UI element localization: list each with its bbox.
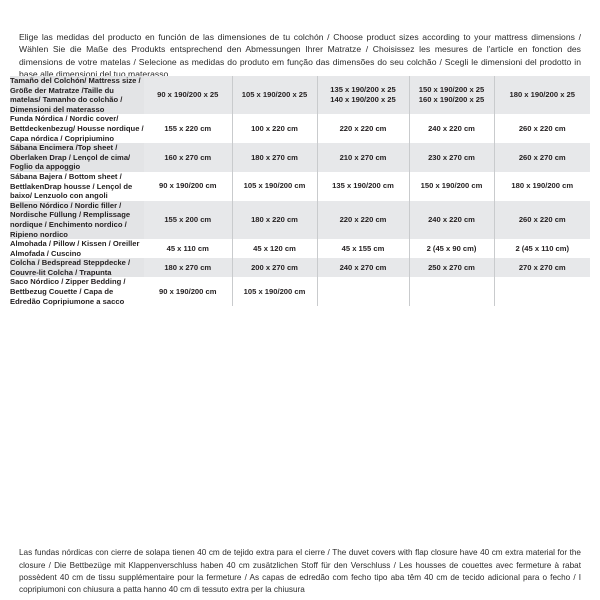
header-value-cell: 90 x 190/200 x 25: [144, 76, 232, 115]
table-body: Tamaño del Colchón/ Mattress size / Größ…: [10, 76, 590, 307]
row-value-cell: 100 x 220 cm: [231, 114, 317, 144]
row-value-cell: 240 x 270 cm: [316, 258, 409, 278]
row-value-cell: 210 x 270 cm: [316, 143, 409, 172]
row-value-cell: 240 x 220 cm: [408, 200, 494, 240]
row-label-cell: Colcha / Bedspread Steppdecke / Couvre-l…: [10, 258, 144, 278]
row-label-cell: Sábana Bajera / Bottom sheet / Bettlaken…: [10, 171, 144, 201]
header-value-line1: 180 x 190/200 x 25: [509, 90, 575, 100]
header-value-line1: 90 x 190/200 x 25: [157, 90, 219, 100]
row-value-cell: 260 x 270 cm: [493, 143, 590, 172]
row-label-cell: Funda Nórdica / Nordic cover/ Bettdecken…: [10, 114, 144, 144]
header-value-cell: 180 x 190/200 x 25: [493, 76, 590, 115]
row-value-cell: 90 x 190/200 cm: [144, 171, 232, 201]
row-value-cell: 45 x 155 cm: [316, 239, 409, 259]
row-label-cell: Sábana Encimera /Top sheet / Oberlaken D…: [10, 143, 144, 172]
row-value-cell: 2 (45 x 90 cm): [408, 239, 494, 259]
row-value-cell: 260 x 220 cm: [493, 200, 590, 240]
table-row: Funda Nórdica / Nordic cover/ Bettdecken…: [10, 114, 590, 144]
mattress-size-table: Tamaño del Colchón/ Mattress size / Größ…: [10, 76, 590, 307]
row-value-cell: 155 x 200 cm: [144, 200, 232, 240]
table-row: Almohada / Pillow / Kissen / Oreiller Al…: [10, 239, 590, 259]
table-row: Colcha / Bedspread Steppdecke / Couvre-l…: [10, 258, 590, 278]
row-value-cell: 90 x 190/200 cm: [144, 277, 232, 307]
header-value-line1: 105 x 190/200 x 25: [241, 90, 308, 100]
row-value-cell: 150 x 190/200 cm: [408, 171, 494, 201]
row-value-cell: 45 x 120 cm: [231, 239, 317, 259]
table-row: Sábana Bajera / Bottom sheet / Bettlaken…: [10, 171, 590, 201]
header-value-line1: 135 x 190/200 x 25: [330, 85, 396, 95]
intro-paragraph: Elige las medidas del producto en funció…: [19, 31, 581, 80]
table-row: Saco Nórdico / Zipper Bedding / Bettbezu…: [10, 277, 590, 307]
header-value-line2: 140 x 190/200 x 25: [330, 95, 396, 105]
header-value-cell: 135 x 190/200 x 25 140 x 190/200 x 25: [316, 76, 409, 115]
row-value-cell: [493, 277, 590, 307]
header-value-cell: 150 x 190/200 x 25 160 x 190/200 x 25: [408, 76, 494, 115]
row-value-cell: 45 x 110 cm: [144, 239, 232, 259]
row-label-cell: Almohada / Pillow / Kissen / Oreiller Al…: [10, 239, 144, 259]
row-value-cell: 180 x 190/200 cm: [493, 171, 590, 201]
row-value-cell: 180 x 270 cm: [144, 258, 232, 278]
row-value-cell: 180 x 220 cm: [231, 200, 317, 240]
table-row: Sábana Encimera /Top sheet / Oberlaken D…: [10, 143, 590, 172]
header-value-line1: 150 x 190/200 x 25: [418, 85, 485, 95]
row-value-cell: 180 x 270 cm: [231, 143, 317, 172]
row-value-cell: 105 x 190/200 cm: [231, 171, 317, 201]
footnote-paragraph: Las fundas nórdicas con cierre de solapa…: [19, 548, 581, 595]
row-value-cell: 260 x 220 cm: [493, 114, 590, 144]
header-value-line2: 160 x 190/200 x 25: [418, 95, 485, 105]
row-value-cell: 105 x 190/200 cm: [231, 277, 317, 307]
row-value-cell: 240 x 220 cm: [408, 114, 494, 144]
row-label-cell: Saco Nórdico / Zipper Bedding / Bettbezu…: [10, 277, 144, 307]
row-value-cell: 230 x 270 cm: [408, 143, 494, 172]
row-value-cell: [408, 277, 494, 307]
row-value-cell: [316, 277, 409, 307]
row-value-cell: 135 x 190/200 cm: [316, 171, 409, 201]
row-value-cell: 155 x 220 cm: [144, 114, 232, 144]
table-header-row: Tamaño del Colchón/ Mattress size / Größ…: [10, 76, 590, 115]
table-row: Belleno Nórdico / Nordic filler / Nordis…: [10, 200, 590, 240]
row-value-cell: 220 x 220 cm: [316, 200, 409, 240]
row-value-cell: 220 x 220 cm: [316, 114, 409, 144]
header-label-cell: Tamaño del Colchón/ Mattress size / Größ…: [10, 76, 144, 115]
row-value-cell: 200 x 270 cm: [231, 258, 317, 278]
row-label-cell: Belleno Nórdico / Nordic filler / Nordis…: [10, 200, 144, 240]
row-value-cell: 270 x 270 cm: [493, 258, 590, 278]
row-value-cell: 250 x 270 cm: [408, 258, 494, 278]
row-value-cell: 160 x 270 cm: [144, 143, 232, 172]
row-value-cell: 2 (45 x 110 cm): [493, 239, 590, 259]
header-value-cell: 105 x 190/200 x 25: [231, 76, 317, 115]
